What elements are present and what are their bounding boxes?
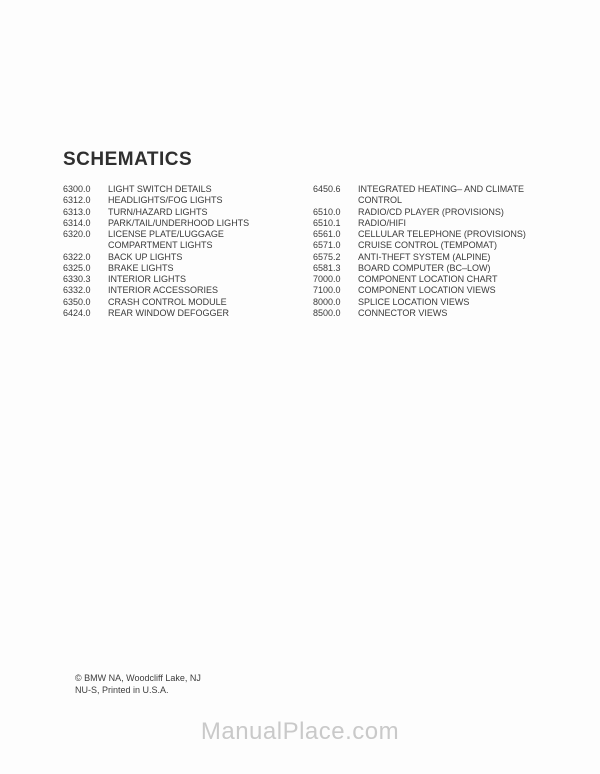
toc-label: HEADLIGHTS/FOG LIGHTS	[108, 195, 223, 206]
toc-code: 6350.0	[63, 297, 108, 308]
toc-code: 6510.1	[313, 218, 358, 229]
toc-code: 6322.0	[63, 252, 108, 263]
toc-entry: 6322.0BACK UP LIGHTS	[63, 252, 273, 263]
toc-code: 7100.0	[313, 285, 358, 296]
toc-entry: 6300.0LIGHT SWITCH DETAILS	[63, 184, 273, 195]
copyright-footer: © BMW NA, Woodcliff Lake, NJ NU-S, Print…	[75, 672, 201, 696]
toc-entry: 7100.0COMPONENT LOCATION VIEWS	[313, 285, 538, 296]
toc-entry: 8000.0SPLICE LOCATION VIEWS	[313, 297, 538, 308]
toc-code: 6510.0	[313, 207, 358, 218]
toc-code: 6325.0	[63, 263, 108, 274]
toc-code: 6300.0	[63, 184, 108, 195]
toc-entry: 6350.0CRASH CONTROL MODULE	[63, 297, 273, 308]
toc-left-column: 6300.0LIGHT SWITCH DETAILS6312.0HEADLIGH…	[63, 184, 273, 319]
toc-label: CELLULAR TELEPHONE (PROVISIONS)	[358, 229, 526, 240]
toc-code: 6424.0	[63, 308, 108, 319]
toc-entry: 6312.0HEADLIGHTS/FOG LIGHTS	[63, 195, 273, 206]
toc-code: 6561.0	[313, 229, 358, 240]
toc-label: BACK UP LIGHTS	[108, 252, 182, 263]
toc-code: 6320.0	[63, 229, 108, 240]
toc-code: 6313.0	[63, 207, 108, 218]
footer-line-1: © BMW NA, Woodcliff Lake, NJ	[75, 672, 201, 684]
toc-entry: 6571.0CRUISE CONTROL (TEMPOMAT)	[313, 240, 538, 251]
document-page: SCHEMATICS 6300.0LIGHT SWITCH DETAILS631…	[0, 0, 600, 774]
toc-entry: 7000.0COMPONENT LOCATION CHART	[313, 274, 538, 285]
toc-entry: 6320.0LICENSE PLATE/LUGGAGE	[63, 229, 273, 240]
toc-entry: 6314.0PARK/TAIL/UNDERHOOD LIGHTS	[63, 218, 273, 229]
page-title: SCHEMATICS	[63, 149, 192, 171]
toc-label: LIGHT SWITCH DETAILS	[108, 184, 212, 195]
toc-entry: 6424.0REAR WINDOW DEFOGGER	[63, 308, 273, 319]
toc-code: 6571.0	[313, 240, 358, 251]
toc-label-continuation: COMPARTMENT LIGHTS	[108, 240, 273, 251]
toc-label: REAR WINDOW DEFOGGER	[108, 308, 229, 319]
toc-right-column: 6450.6INTEGRATED HEATING– AND CLIMATECON…	[313, 184, 538, 319]
toc-entry: 6575.2ANTI-THEFT SYSTEM (ALPINE)	[313, 252, 538, 263]
toc-label: PARK/TAIL/UNDERHOOD LIGHTS	[108, 218, 249, 229]
toc-code: 8000.0	[313, 297, 358, 308]
toc-entry: 6313.0TURN/HAZARD LIGHTS	[63, 207, 273, 218]
toc-entry: 6325.0BRAKE LIGHTS	[63, 263, 273, 274]
toc-code: 6450.6	[313, 184, 358, 195]
toc-columns: 6300.0LIGHT SWITCH DETAILS6312.0HEADLIGH…	[63, 184, 538, 319]
toc-label: ANTI-THEFT SYSTEM (ALPINE)	[358, 252, 490, 263]
footer-line-2: NU-S, Printed in U.S.A.	[75, 684, 201, 696]
toc-code: 7000.0	[313, 274, 358, 285]
toc-label-continuation: CONTROL	[358, 195, 538, 206]
toc-entry: 6332.0INTERIOR ACCESSORIES	[63, 285, 273, 296]
toc-entry: 6450.6INTEGRATED HEATING– AND CLIMATE	[313, 184, 538, 195]
toc-code: 6332.0	[63, 285, 108, 296]
toc-label: CRUISE CONTROL (TEMPOMAT)	[358, 240, 497, 251]
toc-label: RADIO/HIFI	[358, 218, 406, 229]
toc-entry: 6510.0RADIO/CD PLAYER (PROVISIONS)	[313, 207, 538, 218]
toc-label: INTERIOR LIGHTS	[108, 274, 186, 285]
toc-code: 6330.3	[63, 274, 108, 285]
toc-code: 6312.0	[63, 195, 108, 206]
toc-entry: 6561.0CELLULAR TELEPHONE (PROVISIONS)	[313, 229, 538, 240]
toc-label: COMPONENT LOCATION CHART	[358, 274, 498, 285]
toc-entry: 6330.3INTERIOR LIGHTS	[63, 274, 273, 285]
toc-label: SPLICE LOCATION VIEWS	[358, 297, 469, 308]
toc-label: RADIO/CD PLAYER (PROVISIONS)	[358, 207, 504, 218]
toc-label: TURN/HAZARD LIGHTS	[108, 207, 208, 218]
toc-label: BRAKE LIGHTS	[108, 263, 174, 274]
toc-label: INTERIOR ACCESSORIES	[108, 285, 218, 296]
watermark-text: ManualPlace.com	[0, 718, 600, 746]
toc-code: 8500.0	[313, 308, 358, 319]
toc-code: 6581.3	[313, 263, 358, 274]
toc-code: 6575.2	[313, 252, 358, 263]
toc-code: 6314.0	[63, 218, 108, 229]
toc-label: COMPONENT LOCATION VIEWS	[358, 285, 496, 296]
toc-label: LICENSE PLATE/LUGGAGE	[108, 229, 224, 240]
toc-label: BOARD COMPUTER (BC–LOW)	[358, 263, 491, 274]
toc-entry: 6581.3BOARD COMPUTER (BC–LOW)	[313, 263, 538, 274]
toc-label: INTEGRATED HEATING– AND CLIMATE	[358, 184, 524, 195]
toc-label: CONNECTOR VIEWS	[358, 308, 447, 319]
toc-entry: 8500.0CONNECTOR VIEWS	[313, 308, 538, 319]
toc-entry: 6510.1RADIO/HIFI	[313, 218, 538, 229]
toc-label: CRASH CONTROL MODULE	[108, 297, 227, 308]
